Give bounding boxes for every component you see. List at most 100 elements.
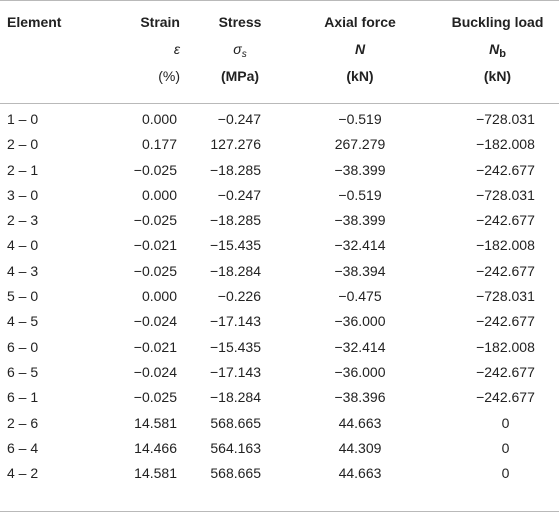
cell-element: 5 – 0 (7, 288, 39, 305)
header-stress: Stress σs (MPa) (190, 13, 290, 85)
header-element-label: Element (7, 14, 62, 30)
table-row: 2 – 1 −0.025 −18.285 −38.399 −242.677 (0, 158, 559, 183)
cell-buckling: −242.677 (476, 313, 535, 330)
cell-element: 3 – 0 (7, 186, 39, 203)
cell-stress: 127.276 (210, 136, 261, 153)
cell-strain: −0.024 (133, 363, 177, 380)
header-buckling-symbol-sub: b (499, 48, 506, 60)
cell-buckling: −182.008 (476, 136, 535, 153)
header-strain-label: Strain (140, 14, 180, 30)
cell-buckling: −728.031 (476, 186, 535, 203)
table-row: 6 – 4 14.466 564.163 44.309 0 (0, 436, 559, 461)
cell-stress: −15.435 (210, 237, 261, 254)
table-row: 5 – 0 0.000 −0.226 −0.475 −728.031 (0, 284, 559, 309)
cell-element: 6 – 1 (7, 389, 39, 406)
cell-element: 4 – 3 (7, 262, 39, 279)
cell-element: 4 – 0 (7, 237, 39, 254)
cell-buckling: −728.031 (476, 288, 535, 305)
cell-buckling: −242.677 (476, 212, 535, 229)
cell-stress: −17.143 (210, 363, 261, 380)
table-row: 4 – 2 14.581 568.665 44.663 0 (0, 461, 559, 486)
table-row: 1 – 0 0.000 −0.247 −0.519 −728.031 (0, 107, 559, 132)
cell-element: 4 – 2 (7, 465, 39, 482)
cell-strain: 0.177 (141, 136, 177, 153)
cell-axial: 44.309 (338, 439, 382, 456)
cell-axial: −32.414 (334, 338, 386, 355)
header-axial-unit: (kN) (346, 68, 374, 84)
cell-buckling: −182.008 (476, 237, 535, 254)
header-axial: Axial force N (kN) (300, 13, 420, 85)
header-stress-symbol-wrap: σs (190, 40, 290, 60)
table-row: 4 – 5 −0.024 −17.143 −36.000 −242.677 (0, 309, 559, 334)
cell-buckling: −242.677 (476, 262, 535, 279)
cell-axial: −36.000 (334, 363, 386, 380)
table-row: 2 – 0 0.177 127.276 267.279 −182.008 (0, 132, 559, 157)
cell-axial: 44.663 (338, 465, 382, 482)
header-rule (0, 103, 559, 104)
cell-stress: 568.665 (210, 414, 261, 431)
cell-axial: −38.394 (334, 262, 386, 279)
cell-strain: 0.000 (141, 288, 177, 305)
cell-stress: −0.247 (217, 186, 261, 203)
cell-axial: −0.475 (338, 288, 382, 305)
header-buckling-unit: (kN) (483, 68, 512, 84)
cell-element: 2 – 6 (7, 414, 39, 431)
cell-buckling: −242.677 (476, 389, 535, 406)
cell-element: 2 – 0 (7, 136, 39, 153)
cell-buckling: 0 (501, 465, 510, 482)
cell-axial: 267.279 (334, 136, 386, 153)
table-body: 1 – 0 0.000 −0.247 −0.519 −728.031 2 – 0 0.177… (0, 107, 559, 486)
table-row: 2 – 6 14.581 568.665 44.663 0 (0, 411, 559, 436)
cell-stress: 568.665 (210, 465, 261, 482)
cell-buckling: −242.677 (476, 161, 535, 178)
cell-stress: −18.285 (210, 161, 261, 178)
cell-strain: −0.025 (133, 262, 177, 279)
cell-buckling: 0 (501, 414, 510, 431)
cell-stress: 564.163 (210, 439, 261, 456)
cell-axial: 44.663 (338, 414, 382, 431)
cell-buckling: 0 (501, 439, 510, 456)
header-element: Element (7, 13, 61, 31)
cell-stress: −15.435 (210, 338, 261, 355)
cell-strain: −0.021 (133, 338, 177, 355)
cell-strain: 0.000 (141, 186, 177, 203)
header-buckling-symbol: N (489, 41, 500, 57)
header-stress-label: Stress (218, 14, 262, 30)
header-stress-symbol: σ (233, 41, 242, 57)
header-strain: Strain ε (%) (90, 13, 180, 85)
cell-axial: −0.519 (338, 111, 382, 127)
cell-stress: −18.285 (210, 212, 261, 229)
cell-element: 6 – 5 (7, 363, 39, 380)
cell-buckling: −728.031 (476, 111, 535, 127)
header-strain-unit: (%) (158, 68, 180, 84)
header-buckling: Buckling load Nb (kN) (440, 13, 555, 85)
table-row: 4 – 0 −0.021 −15.435 −32.414 −182.008 (0, 233, 559, 258)
cell-stress: −0.247 (217, 111, 261, 127)
cell-axial: −38.399 (334, 161, 386, 178)
cell-stress: −18.284 (210, 262, 261, 279)
cell-buckling: −242.677 (476, 363, 535, 380)
table-row: 6 – 5 −0.024 −17.143 −36.000 −242.677 (0, 360, 559, 385)
cell-axial: −0.519 (338, 186, 382, 203)
cell-strain: −0.025 (133, 161, 177, 178)
cell-axial: −38.396 (334, 389, 386, 406)
cell-element: 2 – 1 (7, 161, 39, 178)
cell-stress: −18.284 (210, 389, 261, 406)
header-strain-symbol: ε (173, 41, 180, 57)
header-buckling-label: Buckling load (451, 14, 544, 30)
cell-element: 4 – 5 (7, 313, 39, 330)
table-row: 6 – 1 −0.025 −18.284 −38.396 −242.677 (0, 385, 559, 410)
cell-stress: −17.143 (210, 313, 261, 330)
cell-strain: −0.021 (133, 237, 177, 254)
table-row: 4 – 3 −0.025 −18.284 −38.394 −242.677 (0, 259, 559, 284)
cell-axial: −38.399 (334, 212, 386, 229)
header-axial-symbol: N (354, 41, 366, 57)
table-bottom-rule (0, 511, 559, 512)
header-buckling-symbol-wrap: Nb (440, 40, 555, 60)
header-axial-label: Axial force (324, 14, 396, 30)
cell-element: 6 – 0 (7, 338, 39, 355)
cell-strain: −0.025 (133, 389, 177, 406)
header-stress-symbol-sub: s (241, 49, 247, 60)
cell-element: 2 – 3 (7, 212, 39, 229)
cell-element: 1 – 0 (7, 111, 39, 127)
